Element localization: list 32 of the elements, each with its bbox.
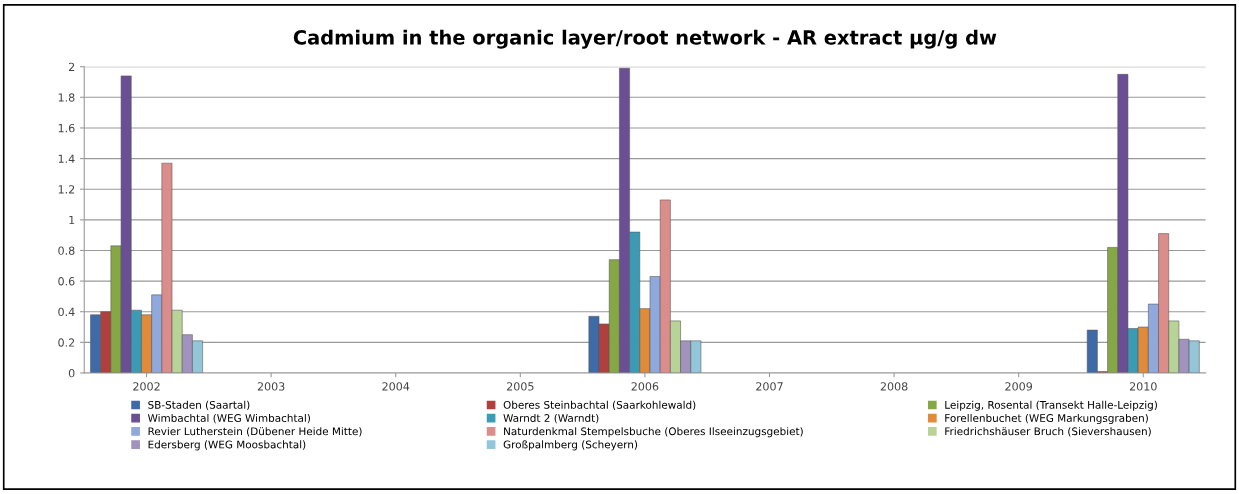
legend-label: Edersberg (WEG Moosbachtal) bbox=[148, 440, 306, 451]
y-tick-label: 1.6 bbox=[58, 123, 75, 133]
x-tick-label: 2007 bbox=[756, 382, 783, 391]
legend-label: Forellenbuchet (WEG Markungsgraben) bbox=[945, 413, 1148, 425]
legend-label: Großpalmberg (Scheyern) bbox=[503, 440, 638, 451]
y-tick-label: 2 bbox=[68, 62, 75, 71]
legend-label: Leipzig, Rosental (Transekt Halle-Leipzig) bbox=[945, 400, 1157, 411]
x-tick-label: 2005 bbox=[506, 382, 534, 391]
legend-label: Oberes Steinbachtal (Saarkohlewald) bbox=[503, 400, 696, 411]
x-tick-label: 2009 bbox=[1005, 382, 1033, 391]
y-tick-label: 1.2 bbox=[58, 185, 75, 194]
y-tick-label: 1.4 bbox=[58, 154, 75, 163]
legend-label: SB-Staden (Saartal) bbox=[148, 400, 250, 411]
x-tick-label: 2006 bbox=[631, 382, 659, 391]
y-tick-label: 1 bbox=[69, 215, 75, 225]
y-tick-label: 0.2 bbox=[58, 338, 75, 347]
x-tick-label: 2004 bbox=[382, 382, 410, 391]
y-tick-label: 0.6 bbox=[58, 277, 75, 286]
chart-title: Cadmium in the organic layer/root network - AR extract µg/g dw bbox=[293, 29, 997, 49]
x-tick-label: 2003 bbox=[257, 382, 285, 391]
legend-label: Naturdenkmal Stempelsbuche (Oberes Ilseeinzugsgebiet) bbox=[504, 427, 803, 438]
legend-label: Revier Lutherstein (Dübener Heide Mitte) bbox=[148, 427, 362, 437]
x-tick-label: 2008 bbox=[880, 382, 908, 391]
x-tick-label: 2010 bbox=[1129, 382, 1157, 391]
x-tick-label: 2002 bbox=[133, 382, 160, 391]
y-tick-label: 0.4 bbox=[58, 307, 75, 317]
y-tick-label: 0 bbox=[68, 368, 75, 378]
y-tick-label: 0.8 bbox=[58, 246, 75, 255]
legend-label: Warndt 2 (Warndt) bbox=[503, 413, 599, 424]
legend-label: Wimbachtal (WEG Wimbachtal) bbox=[147, 413, 310, 424]
legend-label: Friedrichshäuser Bruch (Sievershausen) bbox=[945, 427, 1151, 437]
y-tick-label: 1.8 bbox=[58, 93, 75, 102]
